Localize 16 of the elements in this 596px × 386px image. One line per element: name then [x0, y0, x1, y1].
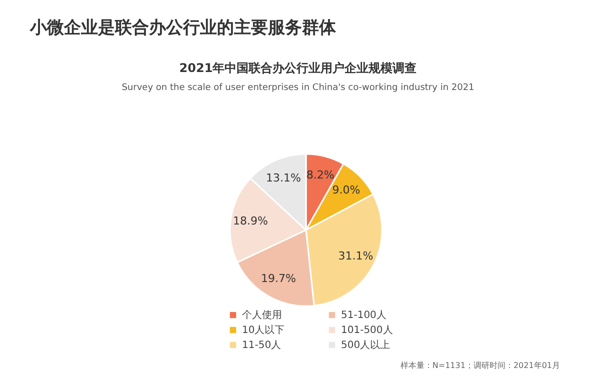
legend-label: 11-50人: [242, 340, 282, 351]
data-label: 18.9%: [232, 214, 268, 228]
data-label: 31.1%: [338, 249, 374, 262]
legend-label: 10人以下: [242, 324, 285, 336]
text: Survey on the scale of user enterprises in China's co-working industry in 2021: [122, 83, 474, 93]
legend-label: 51-100人: [341, 310, 386, 322]
text: 样本量：N=1131；调研时间：2021年01月: [400, 361, 560, 370]
data-label: 19.7%: [260, 272, 296, 286]
data-label: 8.2%: [306, 168, 334, 182]
legend-label: 101-500人: [341, 325, 393, 336]
data-label: 13.1%: [266, 171, 301, 184]
legend-label: 500人以上: [341, 339, 390, 351]
legend-label: 个人使用: [242, 309, 282, 322]
chart-subtitle: 2021年中国联合办公行业用户企业规模调查: [179, 61, 417, 75]
chart-title: 小微企业是联合办公行业的主要服务群体: [29, 18, 337, 38]
data-label: 9.0%: [332, 184, 360, 197]
